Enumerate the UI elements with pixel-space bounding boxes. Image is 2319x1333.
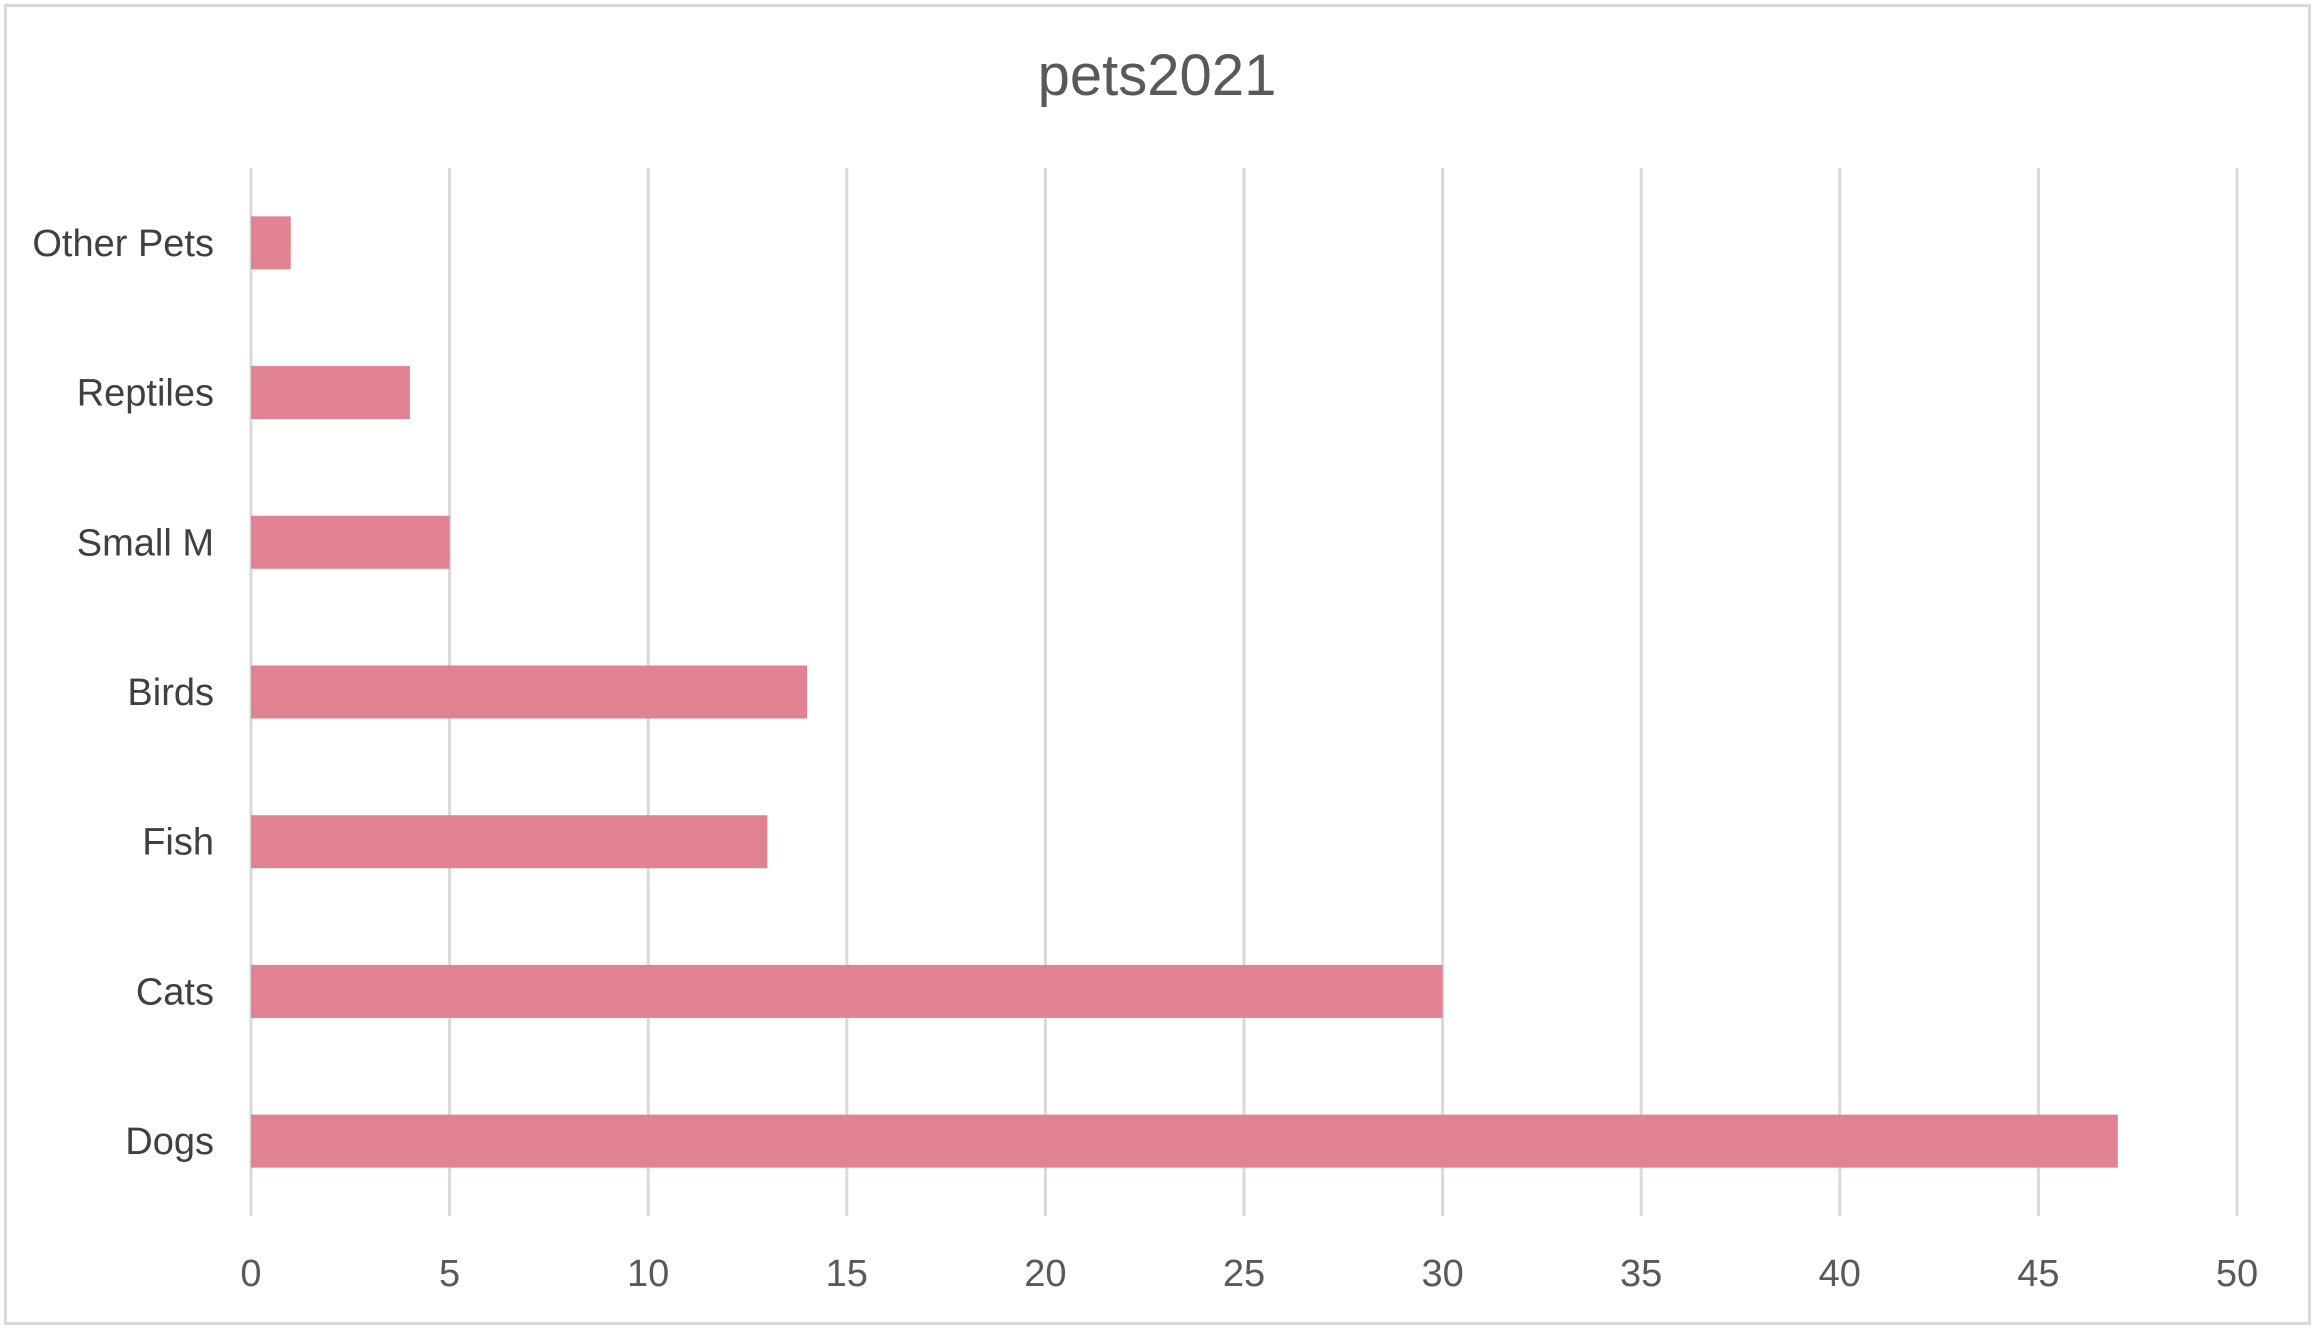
category-label: Cats [136,971,214,1013]
chart-frame [4,4,2311,1325]
bar-dogs [251,1114,2118,1168]
category-label: Dogs [125,1121,214,1163]
category-label: Reptiles [77,373,214,415]
x-tick-label: 45 [2017,1253,2059,1295]
bar-cats [251,964,1443,1018]
bar-other-pets [251,216,291,270]
x-tick-label: 15 [826,1253,868,1295]
x-tick-label: 0 [240,1253,261,1295]
x-tick-label: 50 [2216,1253,2258,1295]
bar-reptiles [251,366,410,420]
category-label: Birds [127,672,214,714]
x-tick-label: 10 [627,1253,669,1295]
x-tick-label: 35 [1620,1253,1662,1295]
bar-birds [251,665,808,719]
x-tick-label: 25 [1223,1253,1265,1295]
x-tick-label: 30 [1421,1253,1463,1295]
category-label: Fish [142,822,214,864]
x-tick-label: 20 [1024,1253,1066,1295]
category-labels: Dogs Cats Fish Birds Small M Reptiles Other Pe… [32,223,214,1163]
category-label: Other Pets [32,223,214,265]
x-tick-label: 5 [439,1253,460,1295]
bar-fish [251,815,768,869]
bars [251,216,2118,1168]
x-tick-label: 40 [1819,1253,1861,1295]
bar-small-m [251,515,450,569]
chart-title: pets2021 [1038,43,1277,108]
x-axis-ticks: 0 5 10 15 20 25 30 35 40 45 50 [240,1253,2258,1295]
category-label: Small M [77,522,214,564]
gridlines [249,168,2239,1216]
